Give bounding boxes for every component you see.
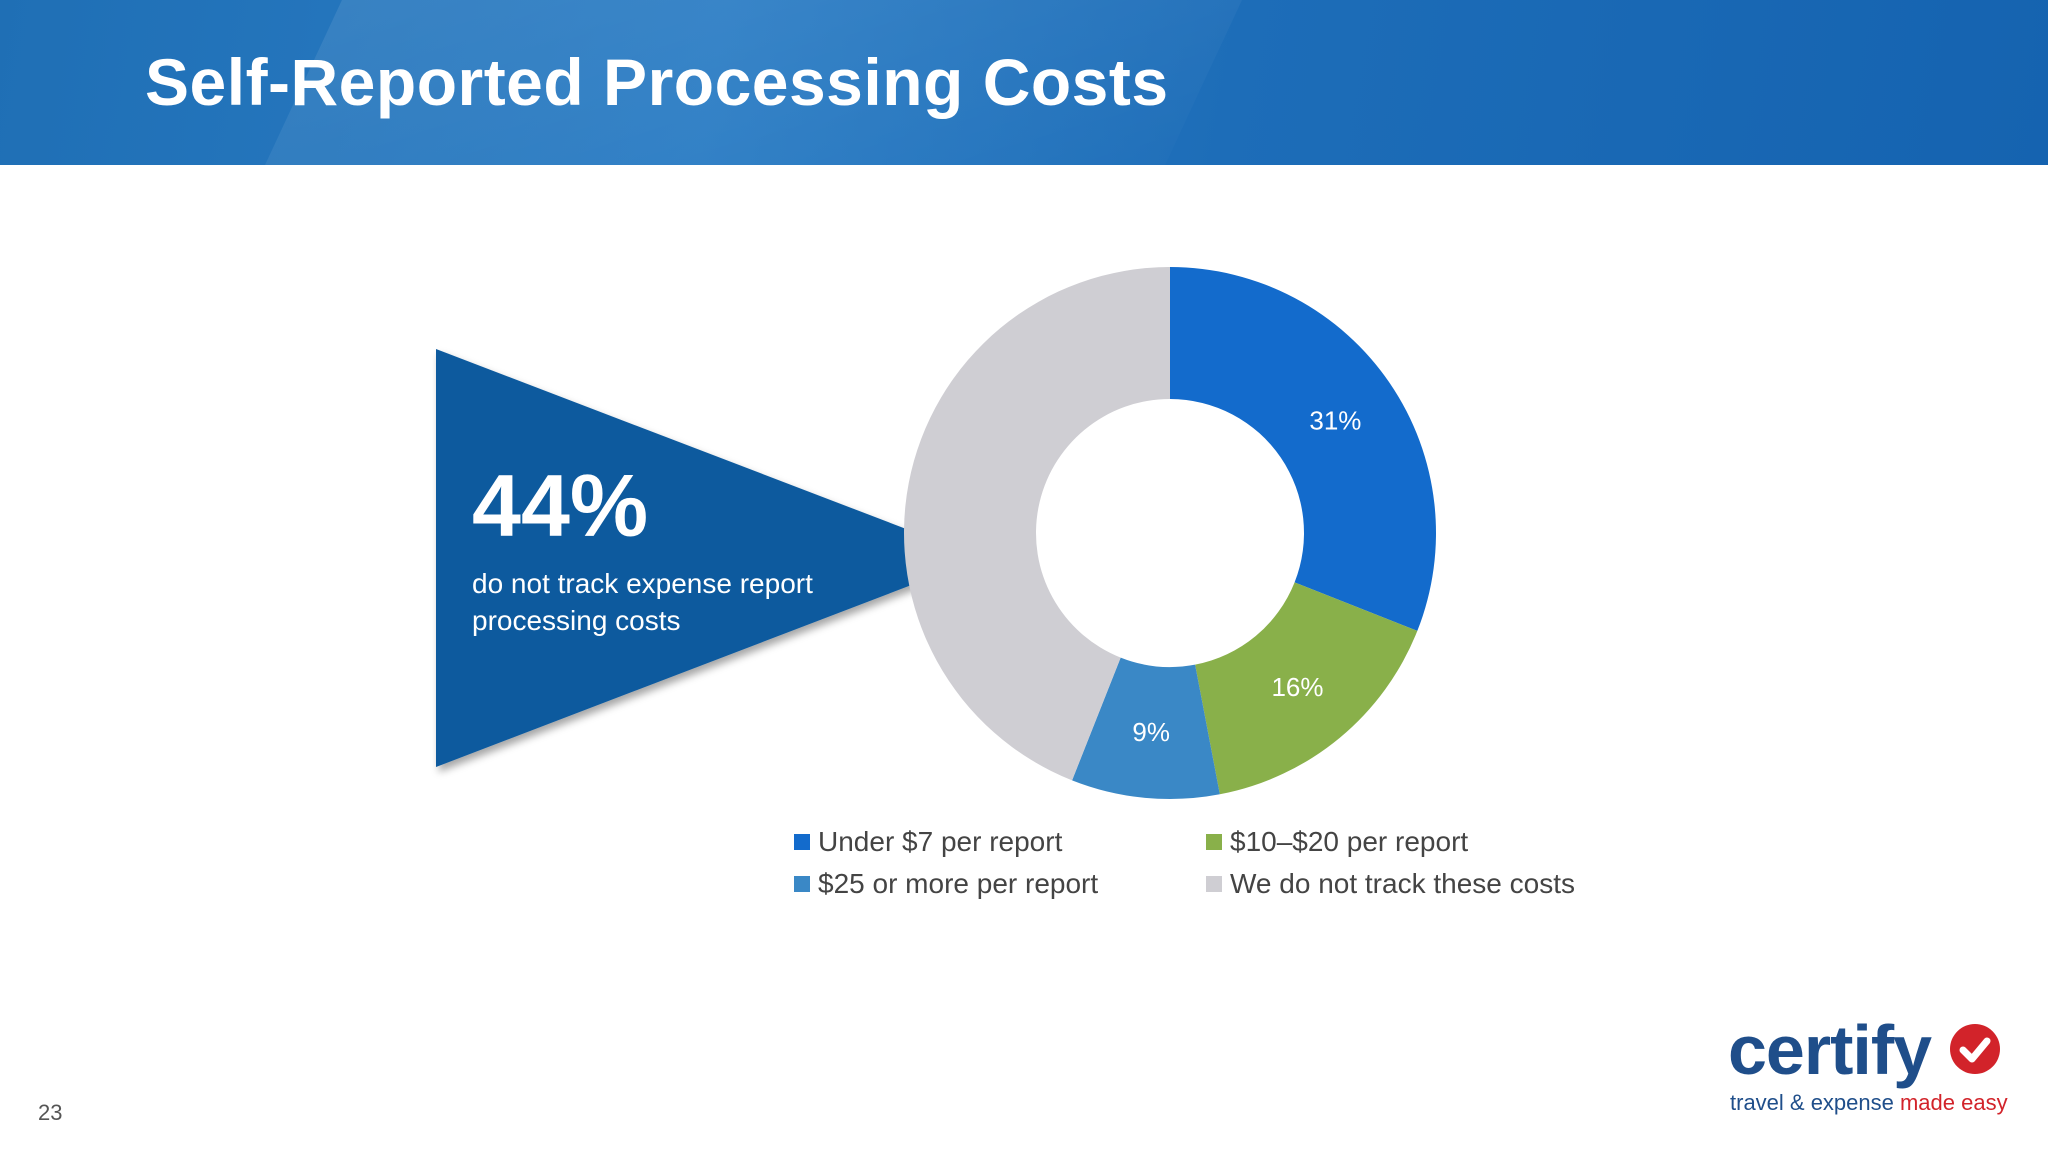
callout-arrow [436, 349, 984, 767]
legend-label: Under $7 per report [818, 826, 1063, 857]
tagline-part2: made easy [1899, 1090, 2008, 1115]
callout-triangle [436, 349, 982, 767]
legend-swatch [794, 834, 810, 850]
slide-title: Self-Reported Processing Costs [145, 45, 1169, 119]
legend-swatch [1206, 834, 1222, 850]
tagline-part1: travel & expense [1730, 1090, 1900, 1115]
certify-logo: certify travel & expense made easy [1728, 1010, 2028, 1120]
legend-label: $10–$20 per report [1230, 826, 1469, 857]
legend-swatch [1206, 876, 1222, 892]
page-number: 23 [38, 1100, 63, 1125]
slide-header: Self-Reported Processing Costs [0, 0, 2048, 165]
legend-swatch [794, 876, 810, 892]
legend-item-25-plus: $25 or more per report [794, 868, 1098, 900]
callout-value: 44% [472, 456, 649, 555]
legend-item-not-tracked: We do not track these costs [1206, 868, 1575, 900]
donut-slice [1170, 267, 1436, 631]
legend-label: We do not track these costs [1230, 868, 1575, 899]
logo-tagline: travel & expense made easy [1730, 1090, 2008, 1116]
callout-text: do not track expense report processing c… [472, 568, 813, 636]
slice-data-label: 16% [1271, 672, 1323, 702]
logo-wordmark: certify [1728, 1011, 1932, 1089]
donut-slice [1195, 582, 1418, 795]
legend-item-10-20: $10–$20 per report [1206, 826, 1468, 858]
checkmark-icon [1950, 1024, 2000, 1074]
donut-slice [1072, 657, 1220, 799]
legend-item-under-7: Under $7 per report [794, 826, 1062, 858]
slice-data-label: 31% [1309, 406, 1361, 436]
slice-data-label: 9% [1132, 717, 1170, 747]
legend-label: $25 or more per report [818, 868, 1099, 899]
